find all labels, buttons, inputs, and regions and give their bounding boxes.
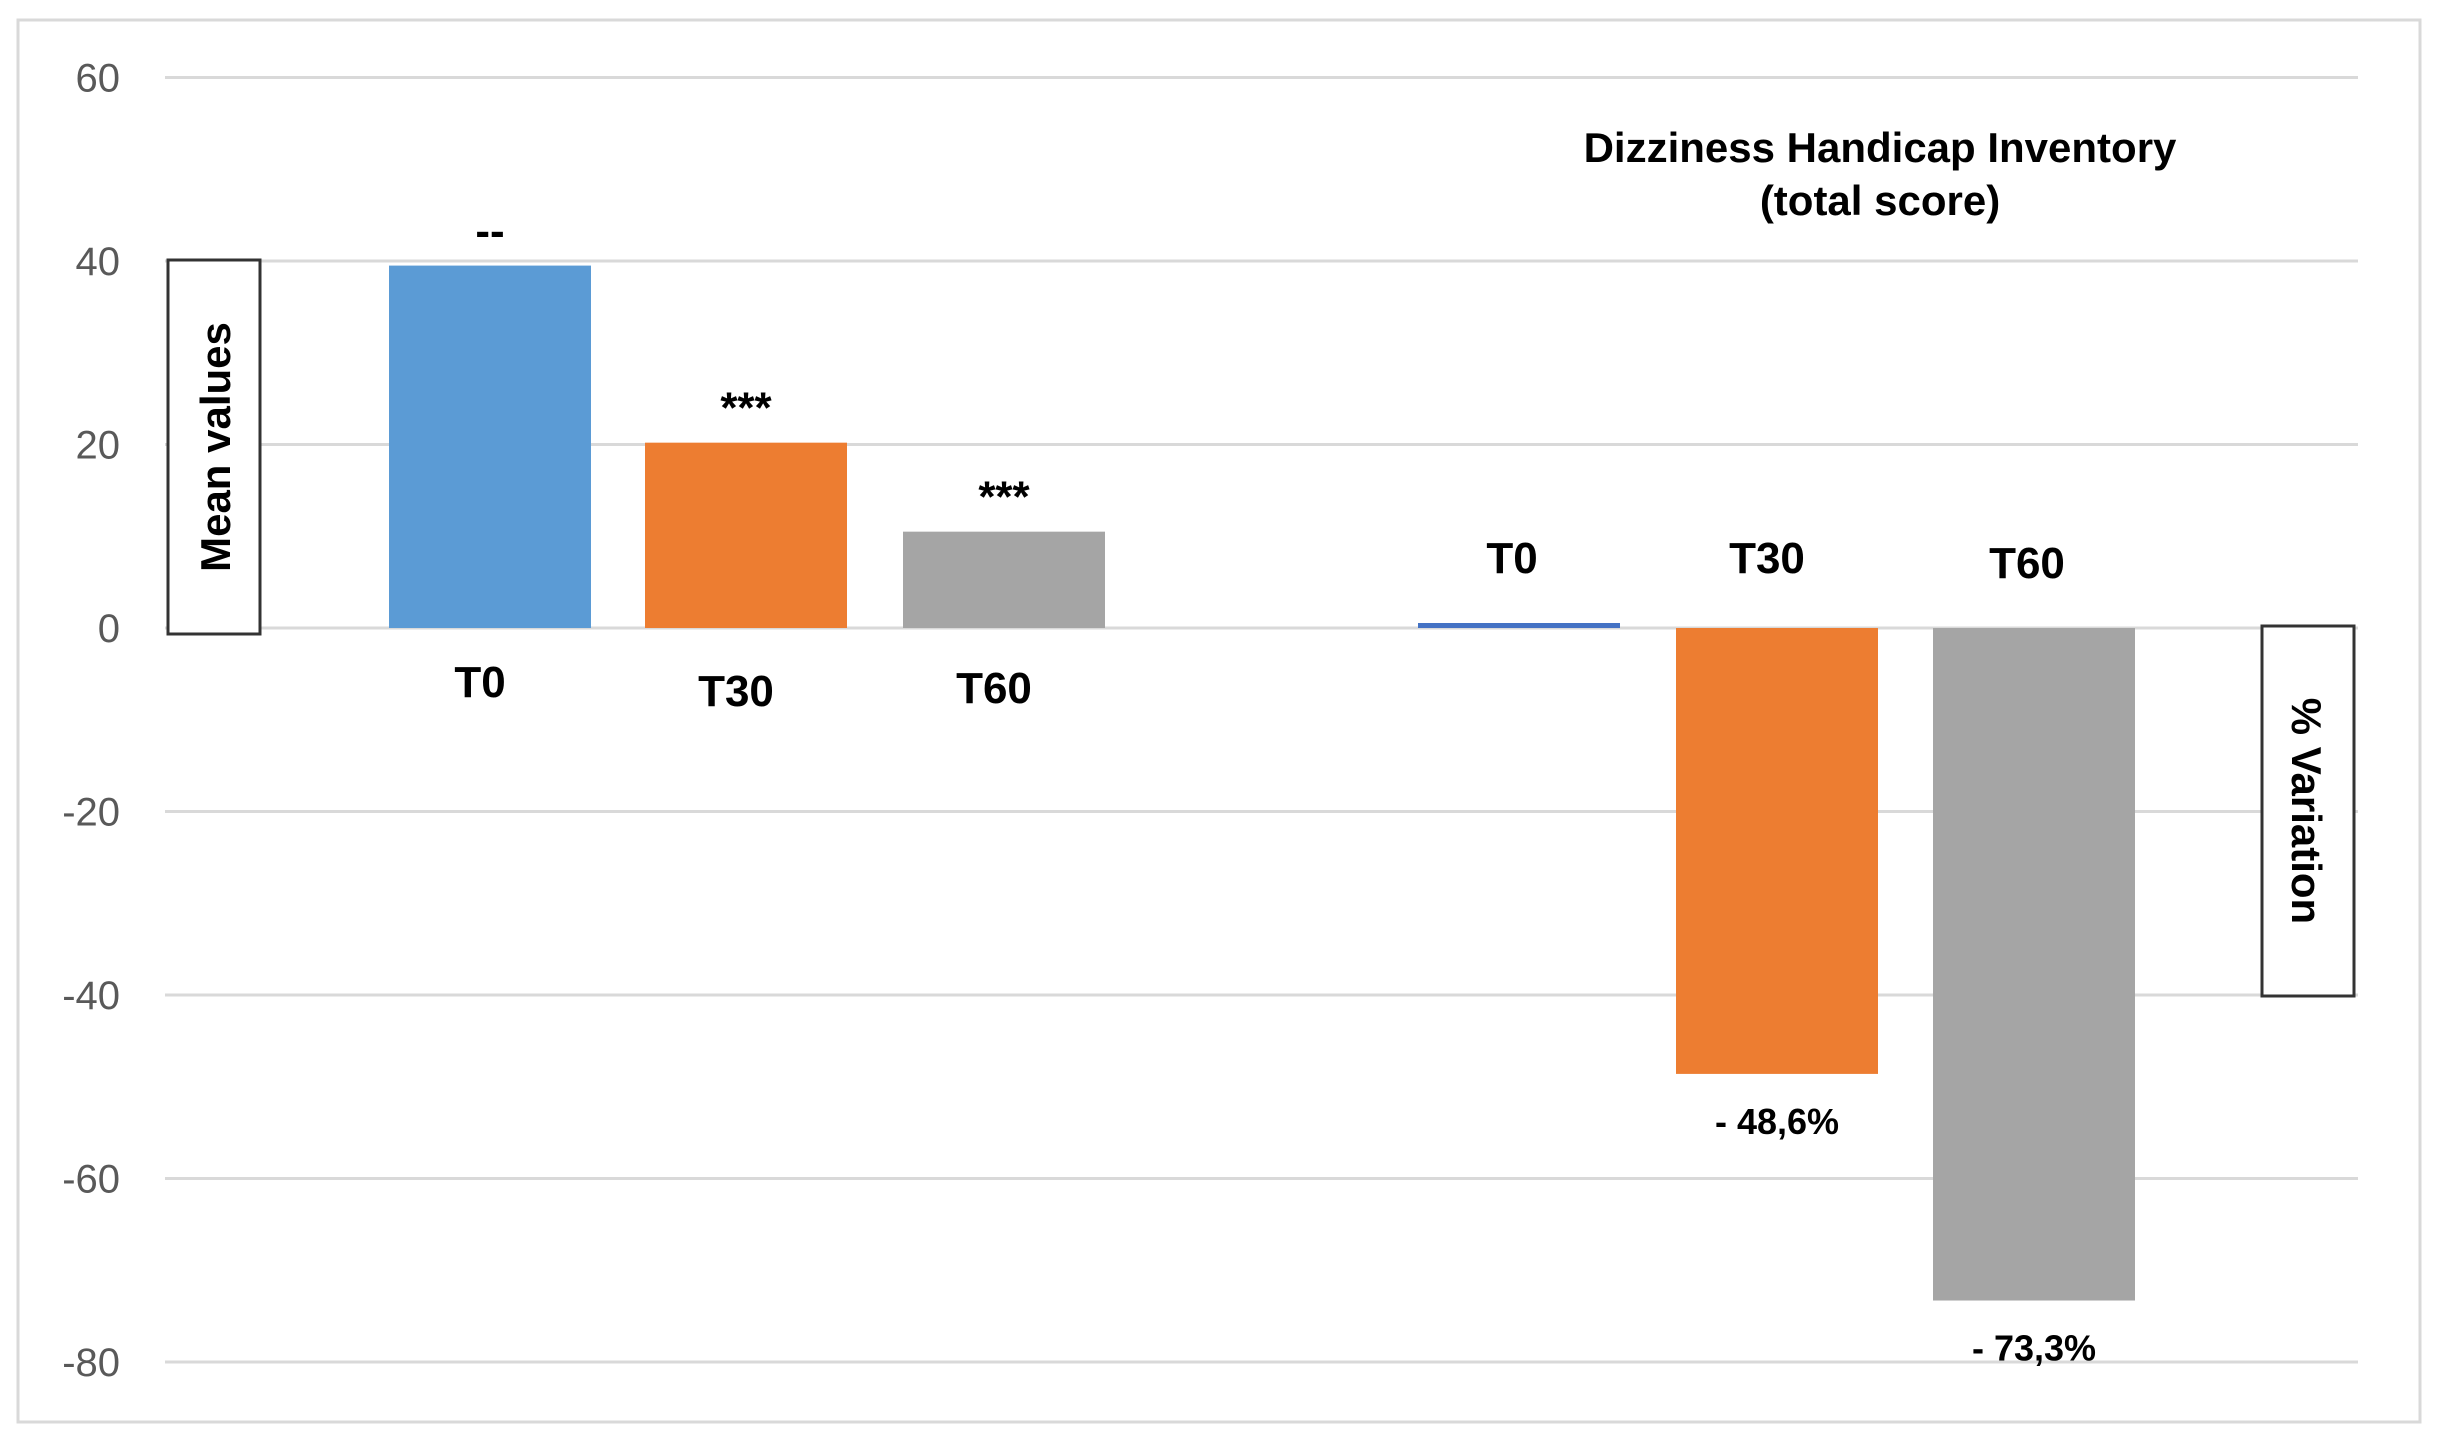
y-tick-label: -40 xyxy=(62,974,120,1018)
bar-mean-t0 xyxy=(389,265,591,628)
variation-axis-label: % Variation xyxy=(2283,698,2330,924)
y-tick-label: 20 xyxy=(76,424,121,468)
bar-variation-t30 xyxy=(1676,628,1878,1074)
bar-variation-t0 xyxy=(1418,623,1620,628)
bar-mean-t60 xyxy=(903,531,1105,628)
category-label: T0 xyxy=(454,658,505,707)
y-axis-ticks: 60 40 20 0 -20 -40 -60 -80 xyxy=(62,57,120,1386)
category-label: T60 xyxy=(956,664,1032,713)
y-tick-label: -60 xyxy=(62,1158,120,1202)
category-label: T30 xyxy=(1729,534,1805,583)
bar-mean-t30 xyxy=(645,442,847,628)
significance-label: *** xyxy=(720,384,772,433)
y-tick-label: -20 xyxy=(62,791,120,835)
y-tick-label: -80 xyxy=(62,1341,120,1385)
data-label: - 48,6% xyxy=(1715,1101,1839,1142)
category-label: T0 xyxy=(1486,534,1537,583)
y-tick-label: 60 xyxy=(76,57,121,101)
mean-values-axis-label: Mean values xyxy=(192,322,239,572)
chart-subtitle: (total score) xyxy=(1760,177,2000,224)
significance-label: -- xyxy=(475,207,504,256)
significance-label: *** xyxy=(978,473,1030,522)
variation-label-box xyxy=(2260,624,2356,998)
category-label: T60 xyxy=(1989,539,2065,588)
data-label: - 73,3% xyxy=(1972,1328,2096,1369)
bar-variation-t60 xyxy=(1933,628,2135,1301)
category-label: T30 xyxy=(698,667,774,716)
bars xyxy=(389,265,2135,1301)
y-tick-label: 40 xyxy=(76,240,121,284)
bar-labels: -- T0 *** T30 *** T60 T0 T30 - 48,6% T60 - 73,3% xyxy=(454,207,2096,1369)
mean-values-label-box xyxy=(166,258,262,636)
y-tick-label: 0 xyxy=(98,607,120,651)
chart-title: Dizziness Handicap Inventory xyxy=(1584,124,2177,171)
